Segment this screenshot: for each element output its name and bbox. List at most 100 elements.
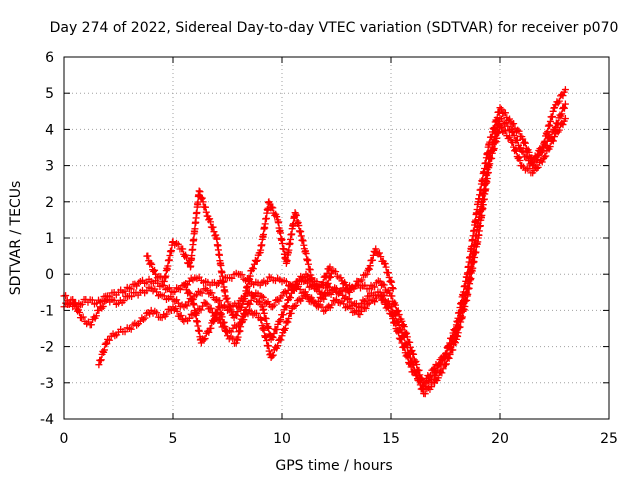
data-point xyxy=(173,307,181,315)
data-point xyxy=(398,328,406,336)
data-point xyxy=(281,288,289,296)
data-point xyxy=(380,296,388,304)
data-point xyxy=(443,350,451,358)
data-point xyxy=(542,129,550,137)
data-point xyxy=(146,310,154,318)
data-point xyxy=(502,119,510,127)
data-point xyxy=(255,297,263,305)
data-point xyxy=(171,288,179,296)
data-point xyxy=(381,260,389,268)
data-point xyxy=(295,295,303,303)
data-point xyxy=(247,296,255,304)
data-point xyxy=(405,359,413,367)
data-point xyxy=(394,307,402,315)
data-point xyxy=(207,304,215,312)
data-point xyxy=(199,198,207,206)
data-point xyxy=(410,350,418,358)
data-point xyxy=(388,284,396,292)
data-point xyxy=(262,299,270,307)
data-point xyxy=(391,319,399,327)
data-point xyxy=(234,308,242,316)
data-point xyxy=(153,288,161,296)
x-tick-label: 5 xyxy=(169,431,178,447)
data-point xyxy=(102,296,110,304)
data-point xyxy=(496,104,504,112)
data-point xyxy=(269,303,277,311)
data-point xyxy=(127,285,135,293)
data-point xyxy=(427,383,435,391)
data-point xyxy=(249,265,257,273)
x-tick-label: 20 xyxy=(491,431,509,447)
data-point xyxy=(97,356,105,364)
data-point xyxy=(99,347,107,355)
data-point xyxy=(121,287,129,295)
data-point xyxy=(65,300,73,308)
data-point xyxy=(363,270,371,278)
data-point xyxy=(269,204,277,212)
data-point xyxy=(71,299,79,307)
data-point xyxy=(501,109,509,117)
data-point xyxy=(238,271,246,279)
data-point xyxy=(383,303,391,311)
data-point xyxy=(241,306,249,314)
data-point xyxy=(326,263,334,271)
data-point xyxy=(273,213,281,221)
x-axis-label: GPS time / hours xyxy=(275,458,392,474)
data-point xyxy=(337,274,345,282)
data-point xyxy=(388,292,396,300)
data-point xyxy=(445,354,453,362)
data-point xyxy=(79,313,87,321)
data-point xyxy=(101,340,109,348)
data-point xyxy=(549,137,557,145)
data-point xyxy=(121,328,129,336)
data-points xyxy=(60,86,569,398)
data-point xyxy=(323,281,331,289)
data-point xyxy=(388,310,396,318)
data-point xyxy=(289,286,297,294)
data-point xyxy=(165,284,173,292)
data-point xyxy=(549,107,557,115)
data-point xyxy=(213,296,221,304)
data-point xyxy=(369,251,377,259)
data-point xyxy=(551,123,559,131)
data-point xyxy=(209,223,217,231)
y-tick-label: 1 xyxy=(45,231,54,247)
data-point xyxy=(327,290,335,298)
data-point xyxy=(327,273,335,281)
data-point xyxy=(281,324,289,332)
data-point xyxy=(263,277,271,285)
data-point xyxy=(516,156,524,164)
data-point xyxy=(314,283,322,291)
chart-title: Day 274 of 2022, Sidereal Day-to-day VTE… xyxy=(50,20,619,36)
data-point xyxy=(181,301,189,309)
data-point xyxy=(144,252,152,260)
data-point xyxy=(425,373,433,381)
data-point xyxy=(333,272,341,280)
data-point xyxy=(78,300,86,308)
data-point xyxy=(506,115,514,123)
data-point xyxy=(282,319,290,327)
data-point xyxy=(427,371,435,379)
data-point xyxy=(202,203,210,211)
data-point xyxy=(351,282,359,290)
data-point xyxy=(379,280,387,288)
data-point xyxy=(364,300,372,308)
data-point xyxy=(110,296,118,304)
data-point xyxy=(537,149,545,157)
data-point xyxy=(548,113,556,121)
data-point xyxy=(270,301,278,309)
data-point xyxy=(227,303,235,311)
series-trace-e xyxy=(180,245,397,347)
data-point xyxy=(277,336,285,344)
data-point xyxy=(172,239,180,247)
data-point xyxy=(336,288,344,296)
data-point xyxy=(559,92,567,100)
data-point xyxy=(72,300,80,308)
data-point xyxy=(400,333,408,341)
data-point xyxy=(359,296,367,304)
data-point xyxy=(546,143,554,151)
data-point xyxy=(542,142,550,150)
data-point xyxy=(283,302,291,310)
data-point xyxy=(128,293,136,301)
data-point xyxy=(269,333,277,341)
